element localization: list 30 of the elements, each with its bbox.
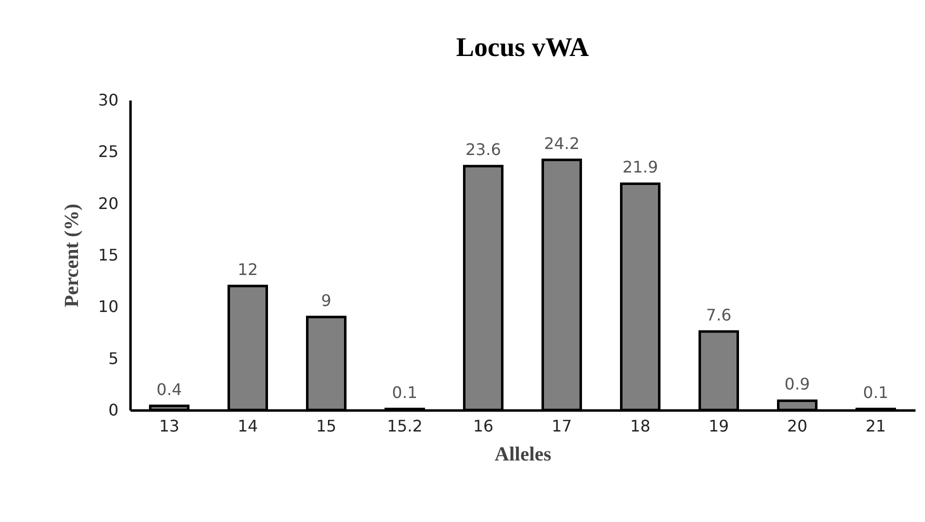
data-label: 0.1 bbox=[392, 382, 418, 402]
y-tick-label: 10 bbox=[98, 297, 118, 316]
data-label: 0.1 bbox=[863, 382, 888, 402]
chart-title: Locus vWA bbox=[456, 32, 590, 62]
data-label: 0.9 bbox=[784, 374, 810, 394]
y-tick-label: 20 bbox=[98, 194, 118, 213]
x-tick-label: 16 bbox=[473, 416, 494, 436]
data-label: 12 bbox=[238, 260, 258, 279]
data-label: 9 bbox=[321, 291, 332, 310]
data-label: 0.4 bbox=[156, 380, 182, 399]
y-axis-title: Percent (%) bbox=[61, 204, 84, 308]
x-tick-label: 13 bbox=[159, 416, 180, 436]
data-label: 21.9 bbox=[622, 158, 658, 177]
y-tick-label: 5 bbox=[108, 348, 118, 368]
x-tick-label: 15.2 bbox=[386, 416, 423, 436]
data-label: 7.6 bbox=[706, 305, 732, 324]
x-axis-title: Alleles bbox=[494, 444, 552, 466]
y-tick-label: 15 bbox=[98, 246, 118, 264]
y-tick-label: 0 bbox=[108, 400, 118, 420]
x-tick-label: 17 bbox=[552, 416, 572, 436]
x-tick-label: 19 bbox=[708, 416, 729, 436]
x-tick-label: 15 bbox=[316, 416, 336, 436]
x-tick-label: 14 bbox=[238, 416, 258, 436]
x-tick-label: 20 bbox=[787, 416, 808, 436]
y-tick-label: 30 bbox=[98, 90, 118, 110]
data-label: 24.2 bbox=[544, 134, 580, 153]
x-tick-label: 21 bbox=[866, 416, 886, 436]
y-tick-label: 25 bbox=[98, 142, 118, 162]
x-tick-label: 18 bbox=[630, 416, 650, 436]
data-label: 23.6 bbox=[465, 140, 502, 160]
